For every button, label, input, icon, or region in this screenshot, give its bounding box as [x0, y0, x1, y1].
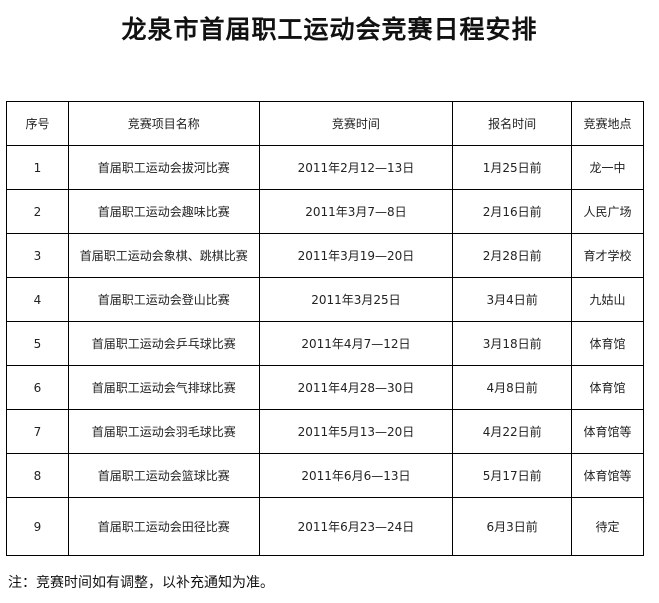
- table-row: 2 首届职工运动会趣味比赛 2011年3月7—8日 2月16日前 人民广场: [6, 189, 644, 234]
- table-row: 1 首届职工运动会拔河比赛 2011年2月12—13日 1月25日前 龙一中: [6, 145, 644, 190]
- page-title: 龙泉市首届职工运动会竞赛日程安排: [121, 15, 538, 44]
- event-date-cell: 2011年4月7—12日: [258, 321, 454, 366]
- table-row: 4 首届职工运动会登山比赛 2011年3月25日 3月4日前 九姑山: [6, 277, 644, 322]
- event-date-cell: 2011年6月6—13日: [258, 453, 454, 498]
- row-number-cell: 3: [6, 233, 69, 278]
- row-number-cell: 5: [6, 321, 69, 366]
- event-name-cell: 首届职工运动会登山比赛: [67, 277, 260, 322]
- registration-deadline-cell: 1月25日前: [452, 145, 573, 190]
- header-cell: 竞赛时间: [258, 101, 454, 146]
- registration-deadline-cell: 6月3日前: [452, 497, 573, 556]
- row-number-cell: 6: [6, 365, 69, 410]
- event-name-cell: 首届职工运动会羽毛球比赛: [67, 409, 260, 454]
- venue-cell: 龙一中: [571, 145, 644, 190]
- schedule-table: 序号 竞赛项目名称 竞赛时间 报名时间 竞赛地点 1 首届职工运动会拔河比赛 201…: [6, 101, 644, 556]
- table-header-row: 序号 竞赛项目名称 竞赛时间 报名时间 竞赛地点: [6, 101, 644, 146]
- event-date-cell: 2011年2月12—13日: [258, 145, 454, 190]
- table-row: 8 首届职工运动会篮球比赛 2011年6月6—13日 5月17日前 体育馆等: [6, 453, 644, 498]
- registration-deadline-cell: 3月4日前: [452, 277, 573, 322]
- row-number-cell: 9: [6, 497, 69, 556]
- event-name-cell: 首届职工运动会气排球比赛: [67, 365, 260, 410]
- footnote: 注：竞赛时间如有调整，以补充通知为准。: [8, 575, 274, 591]
- table-row: 3 首届职工运动会象棋、跳棋比赛 2011年3月19—20日 2月28日前 育才学校: [6, 233, 644, 278]
- event-name-cell: 首届职工运动会田径比赛: [67, 497, 260, 556]
- venue-cell: 体育馆等: [571, 453, 644, 498]
- registration-deadline-cell: 4月22日前: [452, 409, 573, 454]
- registration-deadline-cell: 2月28日前: [452, 233, 573, 278]
- header-cell: 竞赛项目名称: [67, 101, 260, 146]
- row-number-cell: 8: [6, 453, 69, 498]
- event-date-cell: 2011年3月7—8日: [258, 189, 454, 234]
- registration-deadline-cell: 3月18日前: [452, 321, 573, 366]
- event-date-cell: 2011年4月28—30日: [258, 365, 454, 410]
- venue-cell: 体育馆等: [571, 409, 644, 454]
- venue-cell: 人民广场: [571, 189, 644, 234]
- event-name-cell: 首届职工运动会拔河比赛: [67, 145, 260, 190]
- table-row: 5 首届职工运动会乒乓球比赛 2011年4月7—12日 3月18日前 体育馆: [6, 321, 644, 366]
- registration-deadline-cell: 4月8日前: [452, 365, 573, 410]
- event-date-cell: 2011年3月19—20日: [258, 233, 454, 278]
- event-name-cell: 首届职工运动会篮球比赛: [67, 453, 260, 498]
- event-date-cell: 2011年5月13—20日: [258, 409, 454, 454]
- table-row: 9 首届职工运动会田径比赛 2011年6月23—24日 6月3日前 待定: [6, 497, 644, 556]
- venue-cell: 九姑山: [571, 277, 644, 322]
- header-cell: 竞赛地点: [571, 101, 644, 146]
- row-number-cell: 2: [6, 189, 69, 234]
- registration-deadline-cell: 2月16日前: [452, 189, 573, 234]
- table-row: 6 首届职工运动会气排球比赛 2011年4月28—30日 4月8日前 体育馆: [6, 365, 644, 410]
- row-number-cell: 1: [6, 145, 69, 190]
- event-name-cell: 首届职工运动会象棋、跳棋比赛: [67, 233, 260, 278]
- registration-deadline-cell: 5月17日前: [452, 453, 573, 498]
- event-name-cell: 首届职工运动会乒乓球比赛: [67, 321, 260, 366]
- table-row: 7 首届职工运动会羽毛球比赛 2011年5月13—20日 4月22日前 体育馆等: [6, 409, 644, 454]
- header-cell: 报名时间: [452, 101, 573, 146]
- header-cell: 序号: [6, 101, 69, 146]
- venue-cell: 体育馆: [571, 365, 644, 410]
- row-number-cell: 4: [6, 277, 69, 322]
- event-date-cell: 2011年6月23—24日: [258, 497, 454, 556]
- event-date-cell: 2011年3月25日: [258, 277, 454, 322]
- row-number-cell: 7: [6, 409, 69, 454]
- venue-cell: 待定: [571, 497, 644, 556]
- event-name-cell: 首届职工运动会趣味比赛: [67, 189, 260, 234]
- venue-cell: 育才学校: [571, 233, 644, 278]
- venue-cell: 体育馆: [571, 321, 644, 366]
